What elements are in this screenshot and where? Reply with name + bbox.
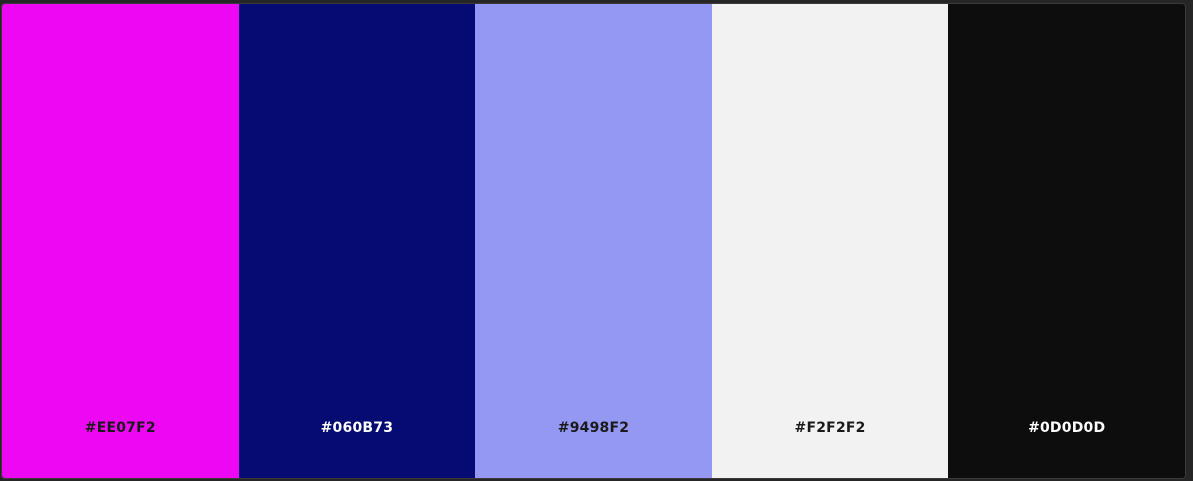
color-palette: #EE07F2 #060B73 #9498F2 #F2F2F2 #0D0D0D: [1, 3, 1186, 479]
swatch-hex-label: #EE07F2: [84, 420, 156, 436]
swatch-hex-label: #9498F2: [557, 420, 630, 436]
color-swatch-periwinkle[interactable]: #9498F2: [475, 4, 712, 478]
swatch-hex-label: #060B73: [320, 420, 394, 436]
color-swatch-light-gray[interactable]: #F2F2F2: [711, 4, 949, 478]
color-swatch-magenta[interactable]: #EE07F2: [2, 4, 239, 478]
swatch-hex-label: #0D0D0D: [1028, 420, 1106, 436]
color-swatch-navy[interactable]: #060B73: [238, 4, 476, 478]
color-swatch-black[interactable]: #0D0D0D: [948, 4, 1185, 478]
swatch-hex-label: #F2F2F2: [794, 420, 866, 436]
